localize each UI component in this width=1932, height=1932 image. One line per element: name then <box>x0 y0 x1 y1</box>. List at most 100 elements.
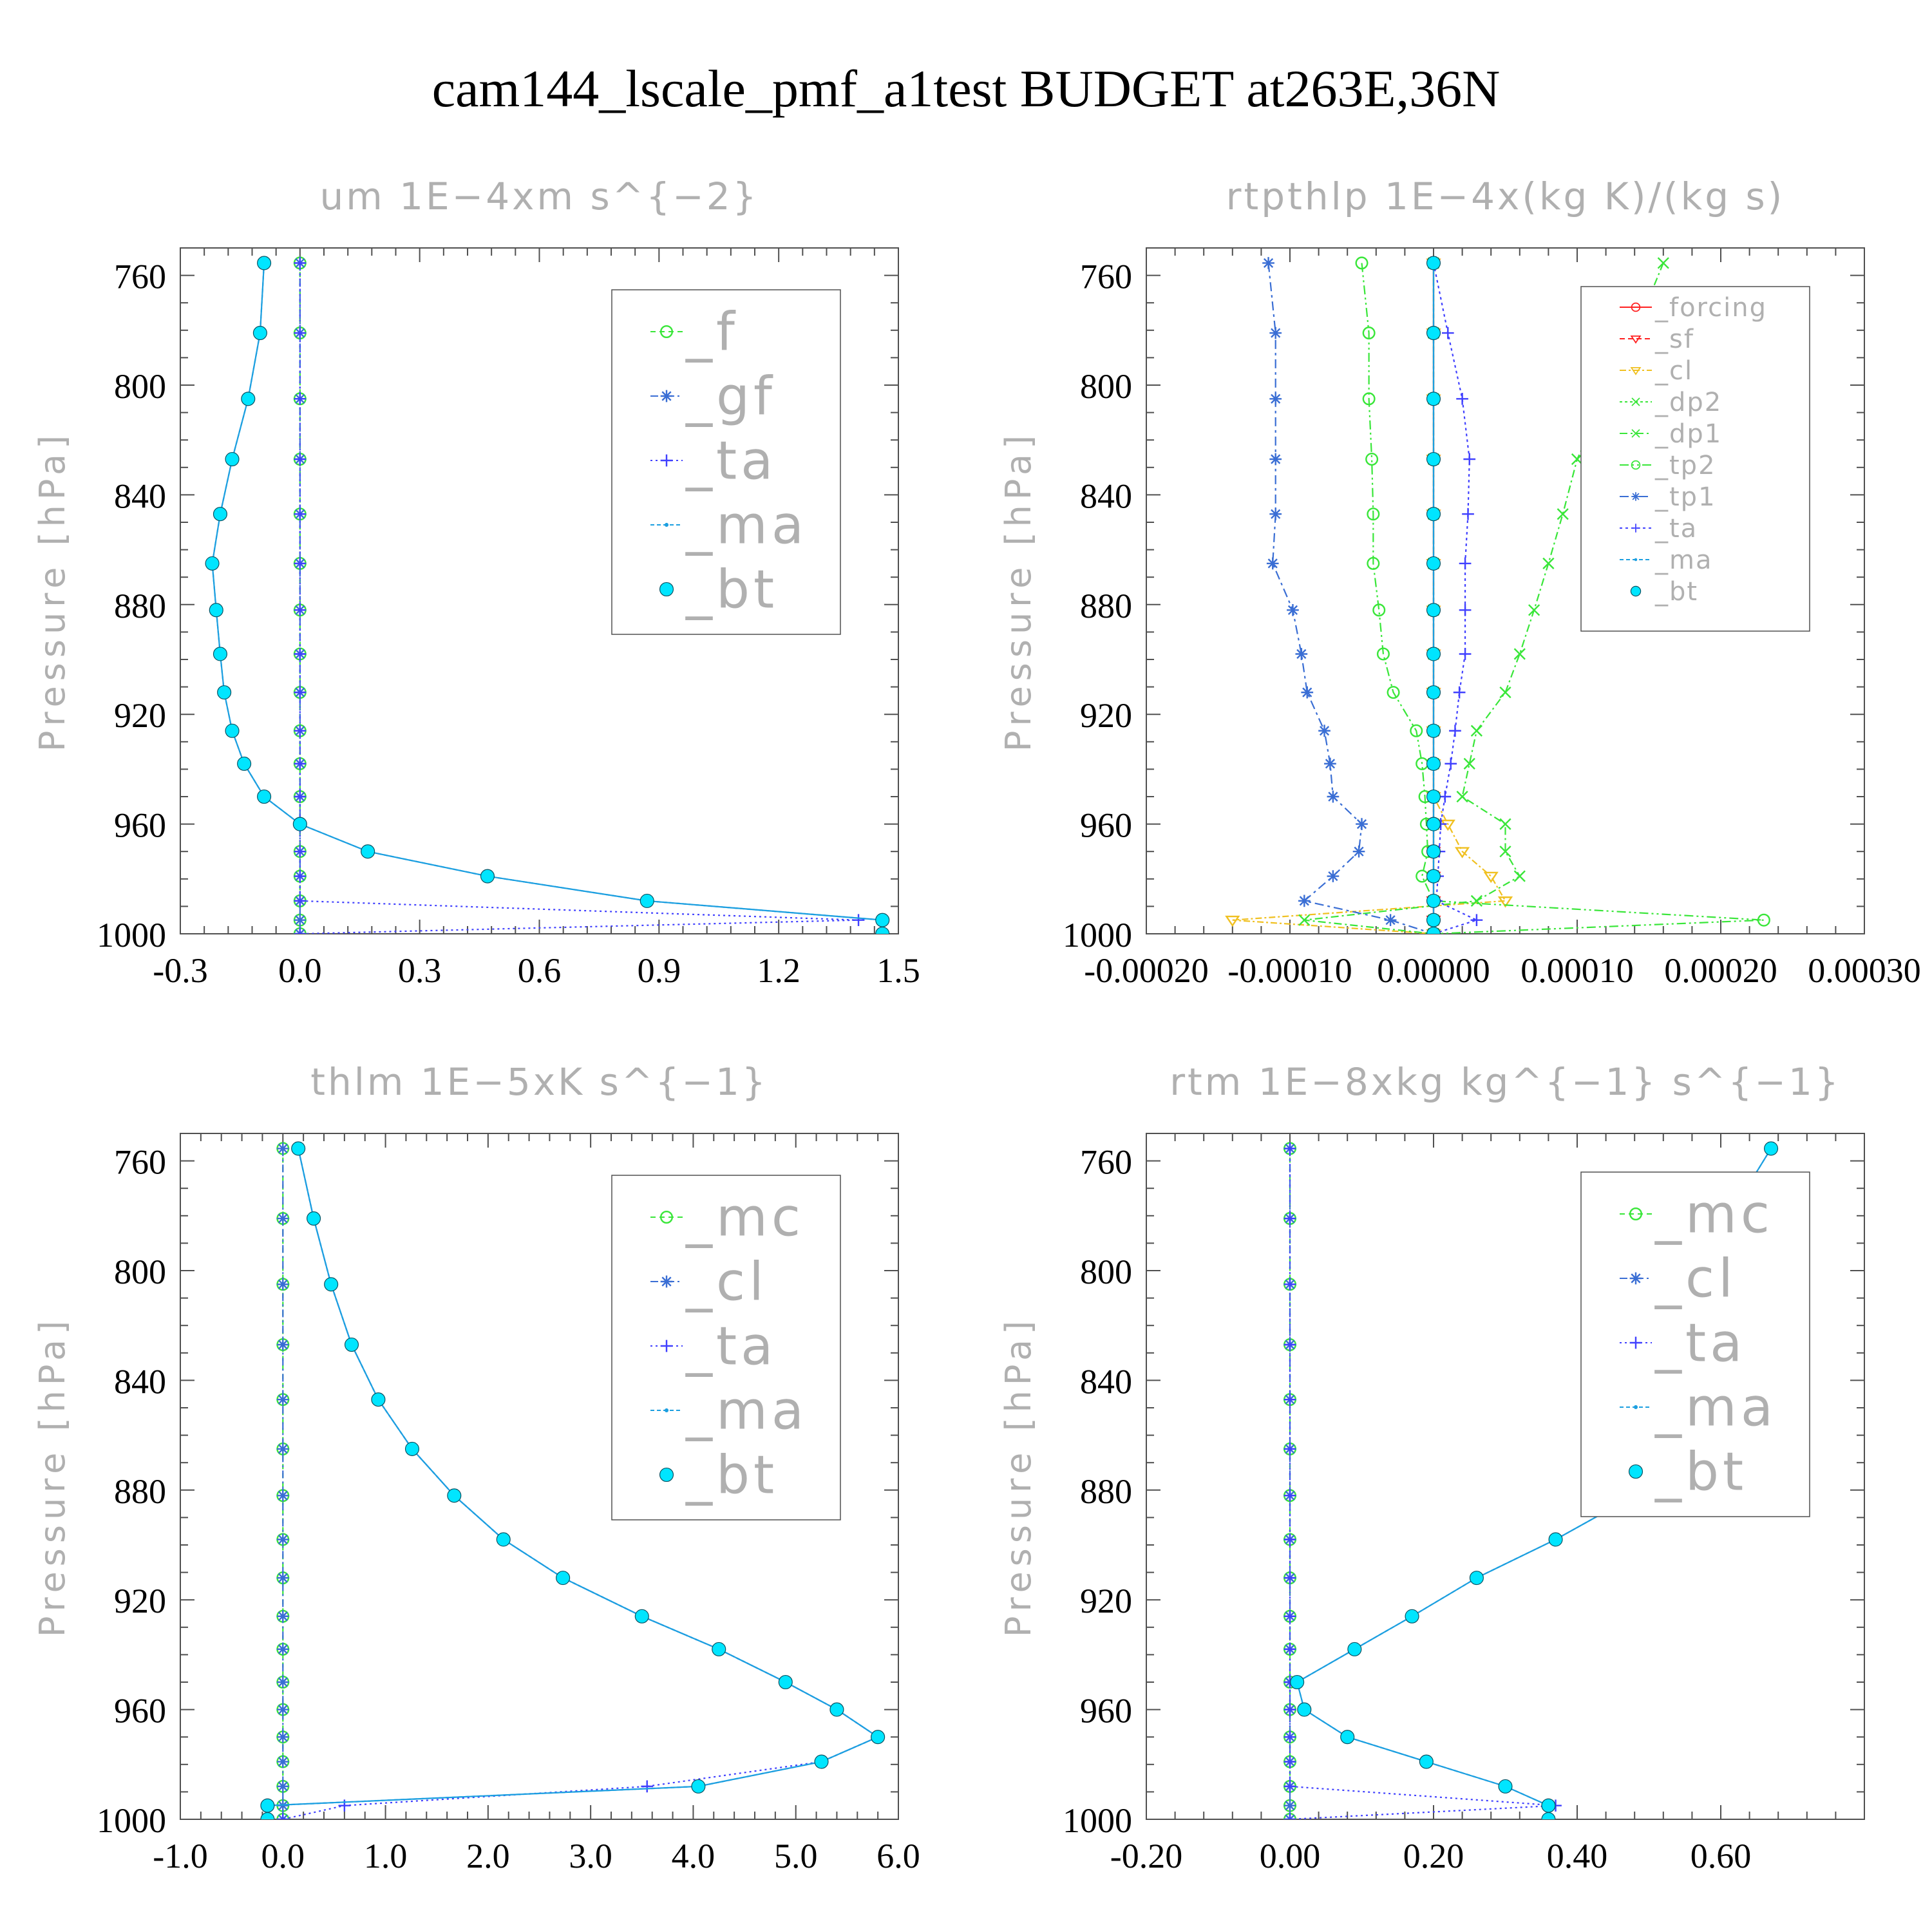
data-point <box>1269 392 1282 405</box>
data-point <box>371 1392 386 1407</box>
data-point <box>1470 914 1483 927</box>
data-point <box>1557 508 1569 520</box>
legend-label: _ta <box>1654 514 1698 544</box>
legend-label: _dp2 <box>1654 388 1722 417</box>
legend-label: _mc <box>685 1188 804 1249</box>
data-point <box>257 789 272 804</box>
x-tick-label: 1.2 <box>757 951 800 990</box>
data-point <box>1327 870 1340 882</box>
y-tick-label: 920 <box>1080 696 1132 735</box>
legend-marker <box>1631 397 1640 406</box>
data-point <box>276 1533 289 1546</box>
legend-marker <box>660 1340 673 1352</box>
data-point <box>1283 1278 1296 1291</box>
data-point <box>1441 327 1454 339</box>
x-tick-label: 2.0 <box>466 1837 510 1875</box>
y-tick-label: 1000 <box>97 916 166 954</box>
data-point <box>217 685 232 700</box>
legend-label: _ma <box>685 495 808 556</box>
y-tick-label: 760 <box>1080 258 1132 296</box>
data-point <box>1410 724 1423 737</box>
legend-label: _ta <box>1654 1313 1746 1374</box>
data-point <box>276 1443 289 1455</box>
y-tick-label: 880 <box>1080 587 1132 625</box>
data-point <box>225 723 240 738</box>
data-point <box>1426 507 1441 522</box>
data-point <box>291 1141 306 1156</box>
data-point <box>1269 453 1282 466</box>
y-tick-label: 1000 <box>97 1801 166 1840</box>
figure-title: cam144_lscale_pmf_a1test BUDGET at263E,3… <box>432 59 1501 118</box>
data-point <box>1426 893 1441 908</box>
data-point <box>1426 326 1441 341</box>
series-line-ta <box>1432 263 1479 934</box>
data-point <box>712 1642 726 1656</box>
legend: _mc_cl_ta_ma_bt <box>611 1175 841 1520</box>
y-tick-label: 840 <box>114 477 166 515</box>
data-point <box>294 648 307 660</box>
data-point <box>1453 686 1466 699</box>
data-point <box>294 392 307 405</box>
data-point <box>1426 392 1441 406</box>
y-axis-label: Pressure [hPa] <box>998 430 1039 752</box>
data-point <box>1463 453 1476 466</box>
data-point <box>276 1212 289 1225</box>
data-point <box>1283 1443 1296 1455</box>
data-point <box>276 1142 289 1155</box>
data-point <box>1513 648 1526 660</box>
y-tick-label: 960 <box>114 806 166 845</box>
data-point <box>205 556 220 571</box>
x-tick-label: 0.9 <box>638 951 681 990</box>
data-point <box>1426 913 1441 927</box>
data-point <box>213 647 227 661</box>
legend-marker <box>660 1275 673 1288</box>
data-point <box>1283 1799 1296 1812</box>
legend-marker <box>1631 302 1641 312</box>
legend-marker <box>1631 429 1640 438</box>
y-axis-label: Pressure [hPa] <box>998 1316 1039 1637</box>
data-point <box>1283 1780 1296 1793</box>
data-point <box>691 1779 706 1794</box>
legend-label: _bt <box>1654 577 1698 607</box>
legend-label: _cl <box>685 1252 768 1313</box>
data-point <box>1426 723 1441 738</box>
data-point <box>1449 724 1461 737</box>
panel-title: rtm 1E−8xkg kg^{−1} s^{−1} <box>1170 1060 1841 1104</box>
series-group <box>205 256 890 934</box>
data-point <box>260 1812 275 1819</box>
data-point <box>276 1338 289 1351</box>
data-point <box>276 1643 289 1656</box>
plot-frame <box>180 1133 899 1820</box>
x-tick-label: 0.00010 <box>1520 951 1634 990</box>
data-point <box>294 507 307 520</box>
data-point <box>1384 914 1397 927</box>
data-point <box>294 927 307 934</box>
legend-marker <box>659 1467 674 1482</box>
legend-marker <box>1630 336 1642 344</box>
data-point <box>1297 1702 1312 1717</box>
legend-label: _bt <box>685 1445 778 1506</box>
data-point <box>1439 790 1452 803</box>
legend-label: _ta <box>685 431 777 492</box>
data-point <box>1355 256 1368 270</box>
x-tick-label: 0.60 <box>1690 1837 1752 1875</box>
legend-marker <box>660 454 673 467</box>
data-point <box>361 844 375 859</box>
data-point <box>1352 845 1365 858</box>
y-tick-label: 880 <box>114 587 166 625</box>
y-axis-label: Pressure [hPa] <box>32 1316 73 1637</box>
series-line-bt <box>267 1148 880 1819</box>
data-point <box>1283 1393 1296 1406</box>
data-point <box>1426 685 1441 700</box>
data-point <box>276 1730 289 1743</box>
x-tick-label: -0.20 <box>1110 1837 1182 1875</box>
legend-label: _bt <box>1654 1442 1747 1503</box>
legend-box <box>1580 286 1810 632</box>
legend-label: _dp1 <box>1654 419 1722 449</box>
data-point <box>1456 790 1468 803</box>
x-tick-label: 1.0 <box>364 1837 408 1875</box>
data-point <box>447 1488 462 1503</box>
y-tick-label: 760 <box>114 258 166 296</box>
panel-um: um 1E−4xm s^{−2} Pressure [hPa] 760 800 840 8… <box>32 175 920 990</box>
legend-label: _f <box>685 302 739 363</box>
